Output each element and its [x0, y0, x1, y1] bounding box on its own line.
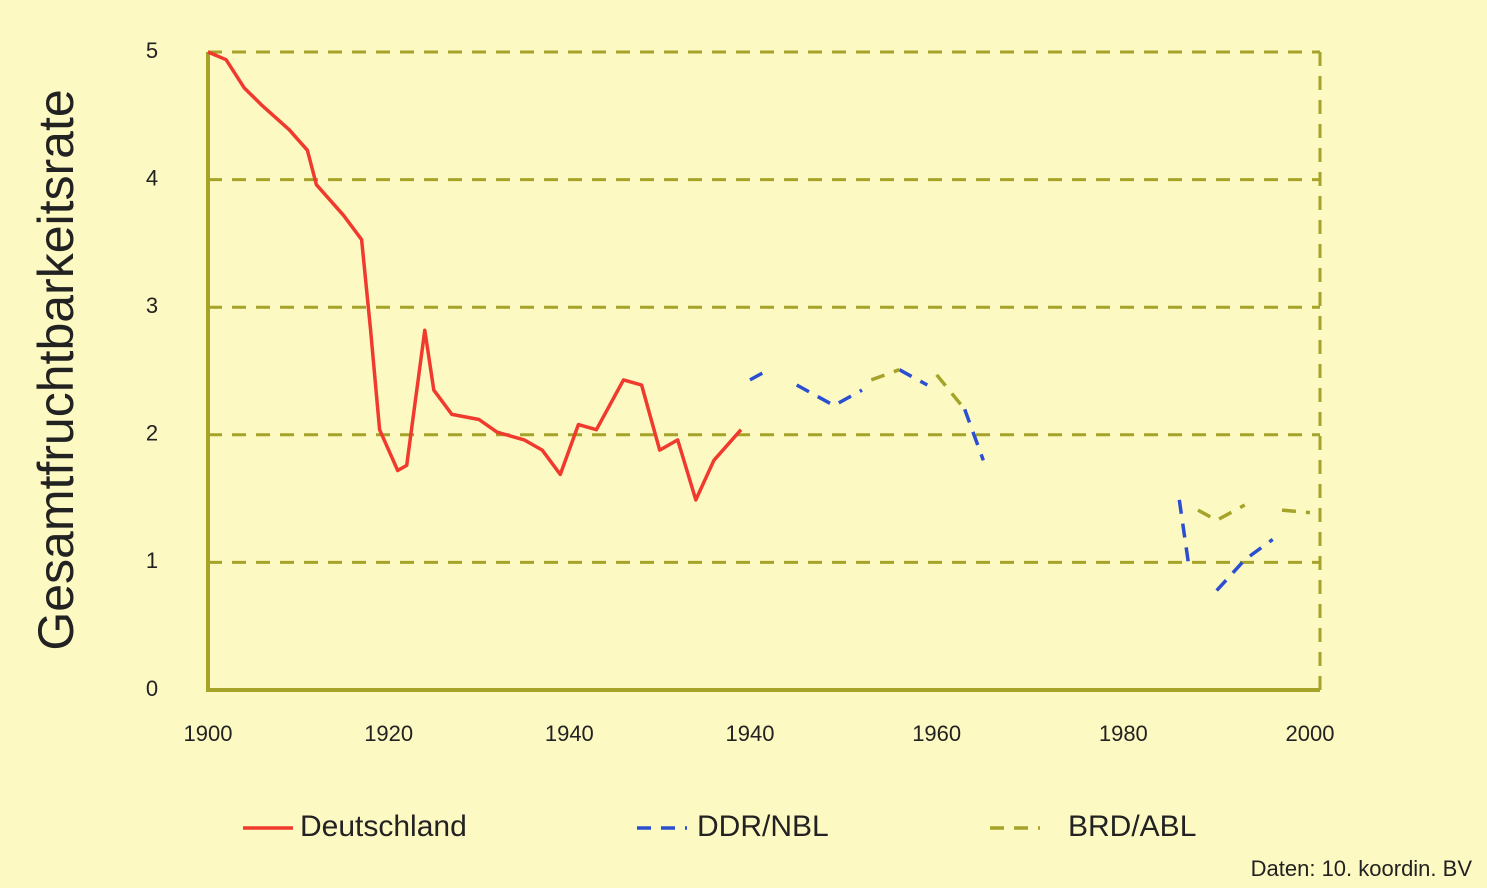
y-tick-label: 5 — [146, 38, 158, 63]
legend-label: DDR/NBL — [697, 810, 829, 843]
legend-label: BRD/ABL — [1068, 810, 1196, 843]
y-tick-label: 2 — [146, 421, 158, 446]
x-tick-label: 1940 — [545, 721, 594, 746]
legend-label: Deutschland — [300, 810, 467, 843]
x-tick-label: 1920 — [364, 721, 413, 746]
x-tick-label: 1960 — [912, 721, 961, 746]
y-tick-label: 3 — [146, 293, 158, 318]
source-note: Daten: 10. koordin. BV — [1251, 856, 1473, 881]
x-tick-label: 2000 — [1286, 721, 1335, 746]
y-axis-title: Gesamtfruchtbarkeitsrate — [28, 89, 84, 650]
y-tick-label: 0 — [146, 676, 158, 701]
x-tick-label: 1940 — [726, 721, 775, 746]
x-tick-label: 1980 — [1099, 721, 1148, 746]
y-tick-label: 1 — [146, 548, 158, 573]
x-tick-label: 1900 — [184, 721, 233, 746]
series-line — [207, 50, 743, 502]
y-tick-label: 4 — [146, 165, 158, 190]
